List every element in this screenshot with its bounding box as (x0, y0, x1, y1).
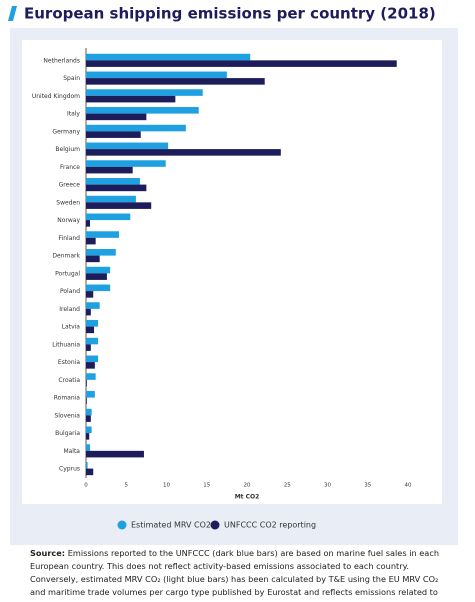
x-tick-label: 10 (163, 483, 170, 489)
bar (86, 362, 95, 369)
bar (86, 284, 111, 292)
bar (86, 95, 176, 103)
x-tick-label: 25 (284, 483, 291, 489)
bar (86, 266, 111, 274)
chart-title: European shipping emissions per country … (24, 5, 436, 23)
y-tick-label: France (60, 164, 80, 171)
bar (86, 337, 99, 345)
bar (86, 53, 251, 61)
bar (86, 426, 92, 434)
bar (86, 195, 136, 203)
x-axis-label: Mt CO2 (235, 494, 260, 501)
y-tick-label: Denmark (52, 253, 80, 260)
legend-marker (210, 520, 220, 530)
bar (86, 433, 90, 440)
bar (86, 397, 87, 405)
bar (86, 71, 227, 79)
bar (86, 220, 91, 227)
bar (86, 415, 91, 422)
bar (86, 178, 140, 185)
bar (86, 237, 96, 245)
bar (86, 160, 166, 167)
bar (86, 302, 100, 309)
title-icon (8, 6, 17, 21)
y-tick-label: United Kingdom (32, 93, 80, 100)
y-tick-label: Germany (52, 128, 80, 135)
bar (86, 113, 147, 121)
y-tick-label: Norway (57, 217, 80, 224)
y-tick-label: Ireland (59, 306, 80, 313)
bar (86, 249, 116, 256)
y-tick-label: Poland (60, 288, 80, 295)
bar (86, 89, 203, 96)
legend-label: UNFCCC CO2 reporting (224, 521, 316, 530)
y-tick-label: Netherlands (43, 57, 80, 64)
y-tick-label: Portugal (55, 270, 80, 277)
x-tick-label: 40 (405, 483, 412, 489)
y-tick-label: Sweden (56, 199, 80, 206)
bar (86, 149, 281, 156)
bar (86, 184, 147, 192)
bar (86, 450, 144, 458)
y-tick-label: Slovenia (54, 412, 80, 419)
x-tick-label: 30 (324, 483, 331, 489)
bar (86, 60, 397, 67)
bar (86, 468, 94, 476)
y-tick-label: Italy (67, 111, 80, 118)
bar (86, 291, 94, 298)
y-tick-label: Malta (63, 448, 80, 455)
legend-marker (117, 520, 127, 530)
bar (86, 142, 169, 150)
x-tick-label: 15 (203, 483, 210, 489)
source-text: Emissions reported to the UNFCCC (dark b… (30, 548, 440, 602)
legend-label: Estimated MRV CO2 (131, 521, 211, 530)
y-tick-label: Romania (54, 395, 81, 402)
bar (86, 308, 91, 316)
x-tick-label: 5 (125, 483, 129, 489)
y-tick-label: Bulgaria (55, 430, 80, 437)
bar (86, 124, 186, 132)
y-tick-label: Cyprus (59, 466, 80, 473)
bar (86, 391, 95, 398)
bar (86, 131, 141, 138)
y-tick-label: Finland (59, 235, 81, 242)
bar (86, 107, 199, 114)
bar (86, 344, 91, 351)
bar (86, 408, 92, 416)
y-tick-label: Latvia (62, 324, 81, 331)
y-tick-label: Croatia (58, 377, 80, 384)
bar (86, 166, 133, 174)
bar (86, 326, 95, 334)
x-tick-label: 0 (84, 483, 88, 489)
y-tick-label: Greece (59, 182, 81, 189)
y-tick-label: Estonia (58, 359, 80, 366)
bar (86, 462, 88, 469)
y-tick-label: Spain (63, 75, 80, 82)
bar (86, 202, 152, 209)
bar (86, 373, 96, 380)
x-tick-label: 20 (244, 483, 251, 489)
bar (86, 320, 99, 327)
x-tick-label: 35 (364, 483, 371, 489)
bar (86, 78, 265, 85)
plot-panel (22, 40, 442, 504)
bar (86, 355, 99, 363)
bar (86, 379, 87, 387)
bar (86, 213, 131, 221)
bar (86, 273, 107, 280)
bar (86, 255, 100, 263)
y-tick-label: Belgium (55, 146, 80, 153)
chart: European shipping emissions per country … (8, 5, 458, 545)
bar (86, 444, 91, 451)
bar (86, 231, 120, 238)
y-tick-label: Lithuania (52, 341, 80, 348)
source-label: Source: (30, 548, 66, 558)
source-note: Source: Emissions reported to the UNFCCC… (30, 547, 440, 602)
